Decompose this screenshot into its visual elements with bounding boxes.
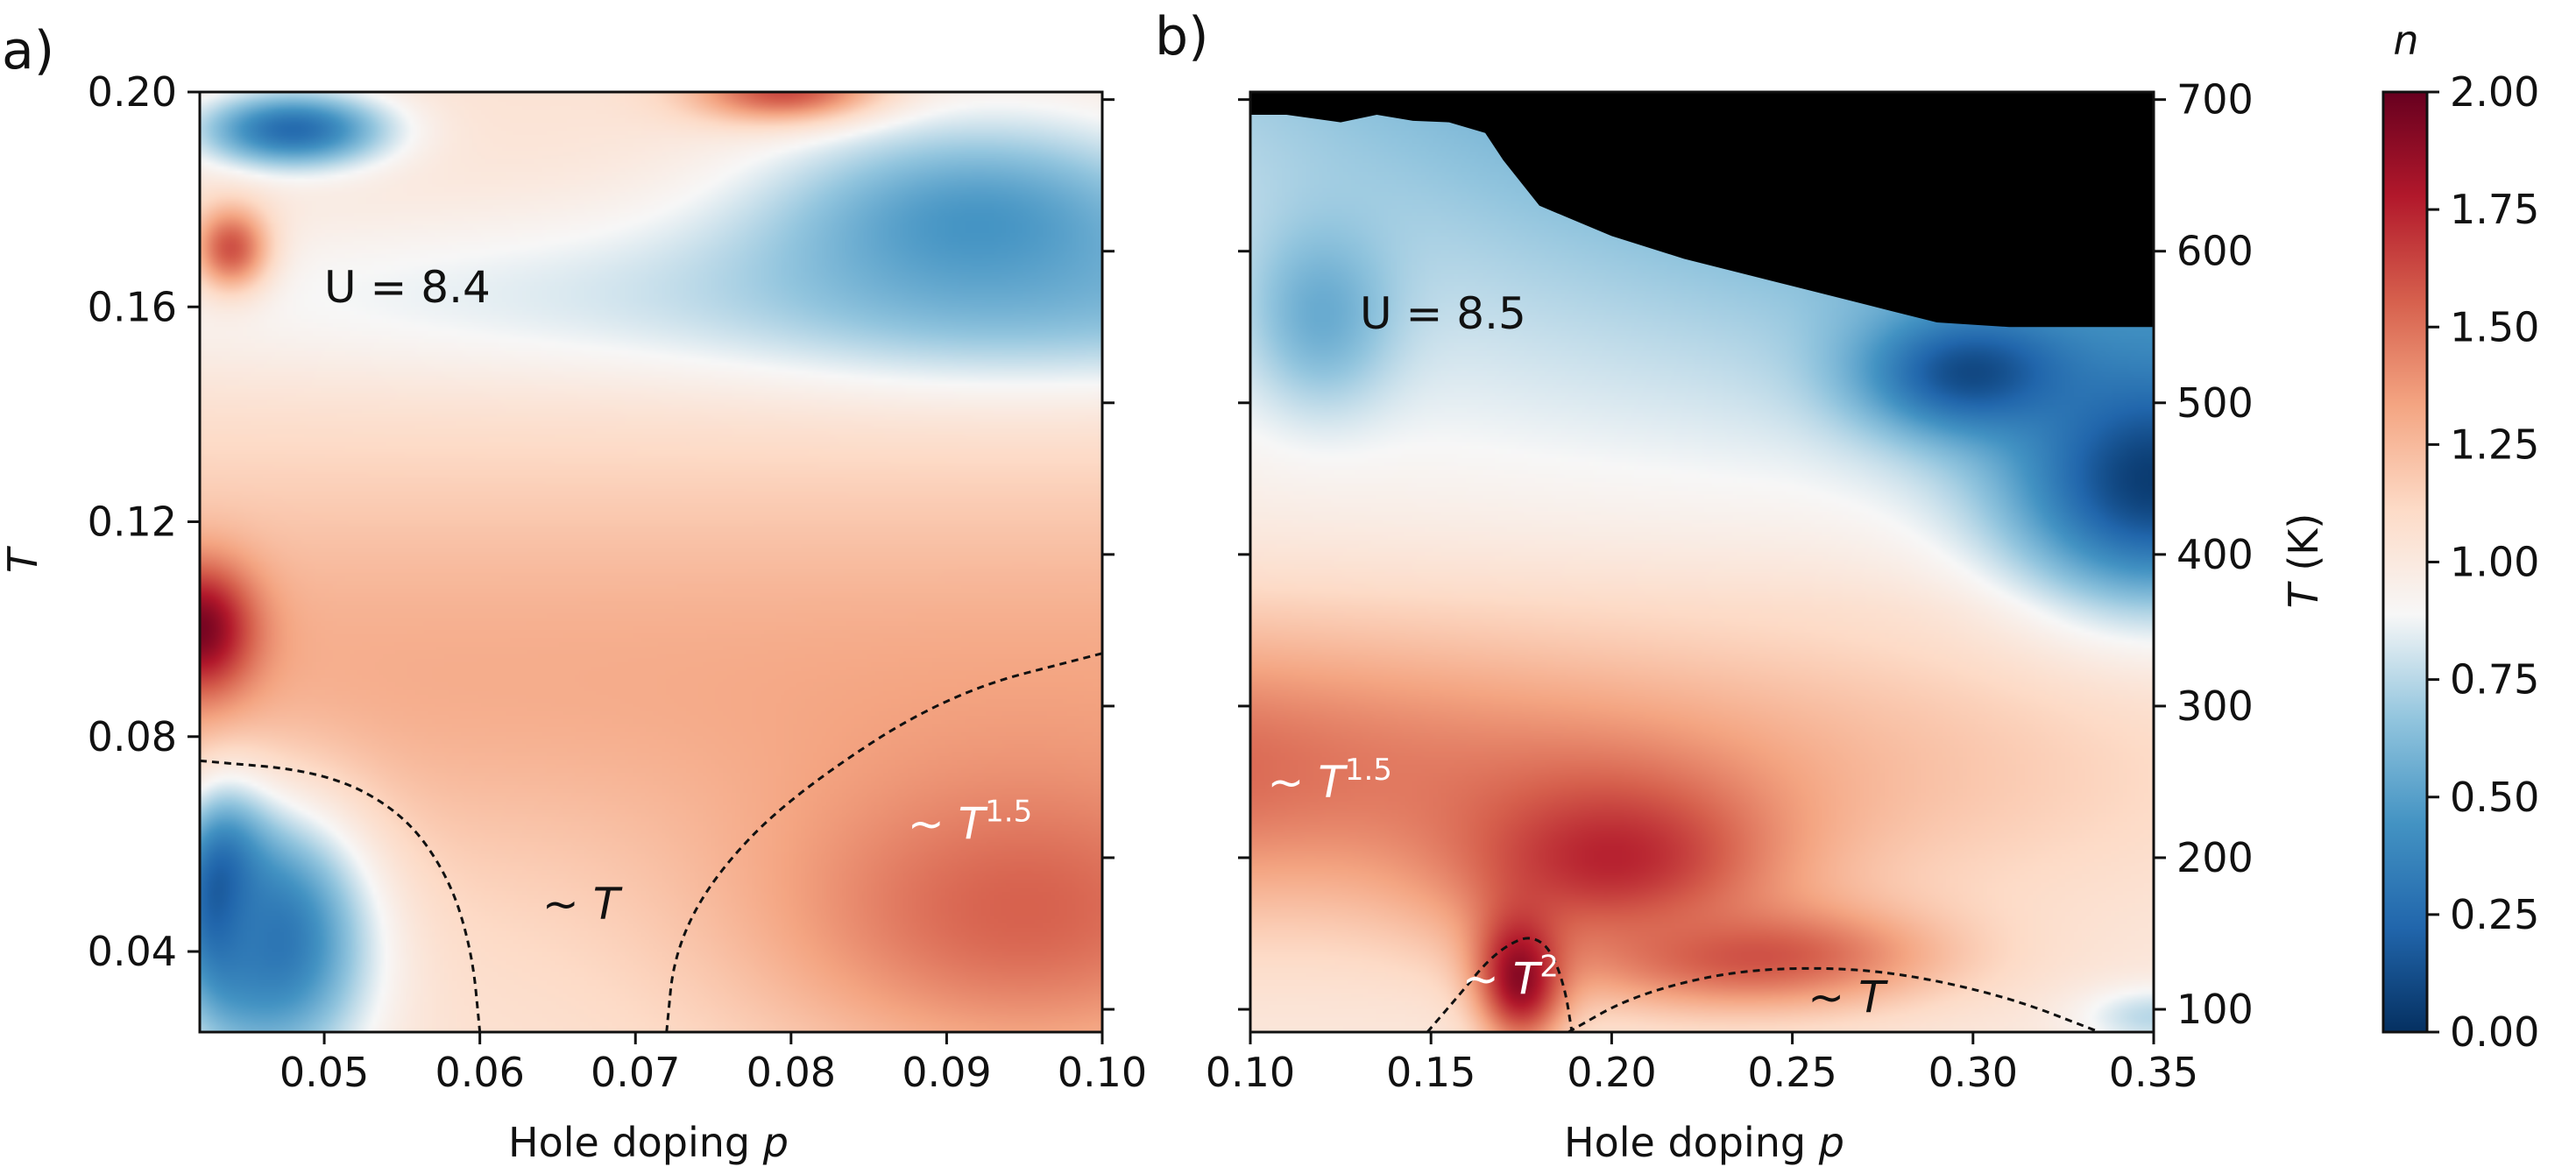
x-tick-label: 0.06 <box>435 1049 524 1096</box>
panel-a-label: a) <box>2 20 54 81</box>
annotation-scaling-2: ~ T <box>1808 972 1888 1023</box>
boundary-curve-0 <box>1426 937 1574 1034</box>
x-tick-label: 0.08 <box>747 1049 836 1096</box>
x-tick-label: 0.09 <box>902 1049 991 1096</box>
y-tick-label-right: 700 <box>2176 76 2254 124</box>
panel-a: a) ~ T~ T1.5 U = 8.4 0.05 0.06 0.07 0.08 0.0… <box>0 20 1147 1166</box>
y-tick-label-right: 300 <box>2176 682 2254 730</box>
panel-b-xlabel: Hole doping p <box>1564 1119 1844 1166</box>
panel-a-frame <box>198 90 1104 1034</box>
annotation-scaling-0: ~ T <box>542 879 623 930</box>
x-tick-label: 0.35 <box>2109 1049 2198 1096</box>
panel-b-frame <box>1249 90 2155 1034</box>
panel-a-xlabel: Hole doping p <box>508 1119 789 1166</box>
panel-a-ticks: 0.05 0.06 0.07 0.08 0.09 0.10 0.04 0.08 0.12 0.16… <box>88 68 1148 1096</box>
panel-a-ylabel: T <box>0 545 46 573</box>
y-tick-label: 0.08 <box>88 713 177 760</box>
x-tick-label: 0.20 <box>1567 1049 1656 1096</box>
x-tick-label: 0.07 <box>591 1049 680 1096</box>
colorbar-tick-label: 0.50 <box>2450 774 2539 821</box>
colorbar-tick-label: 1.25 <box>2450 421 2539 468</box>
colorbar-tick-label: 1.50 <box>2450 303 2539 350</box>
boundary-curve-1 <box>1568 966 2100 1034</box>
boundary-curve-0 <box>199 759 482 1033</box>
panel-b-annotations: ~ T1.5 ~ T2 ~ T <box>1268 753 1889 1023</box>
y-tick-label-right: 200 <box>2176 834 2254 881</box>
y-tick-label-right: 400 <box>2176 531 2254 578</box>
colorbar-label: n <box>2393 17 2418 64</box>
y-tick-label-right: 600 <box>2176 228 2254 275</box>
x-tick-label: 0.05 <box>280 1049 369 1096</box>
y-tick-label: 0.20 <box>88 68 177 116</box>
x-tick-label: 0.30 <box>1928 1049 2018 1096</box>
colorbar-tick-label: 0.00 <box>2450 1008 2539 1056</box>
y-tick-label: 0.04 <box>88 928 177 975</box>
colorbar-tick-label: 0.25 <box>2450 891 2539 938</box>
panel-b-U-label: U = 8.5 <box>1360 288 1526 339</box>
x-tick-label: 0.25 <box>1747 1049 1836 1096</box>
panel-b-label: b) <box>1155 6 1209 67</box>
panel-b-ticks: 0.10 0.15 0.20 0.25 0.30 0.35 100 200 300 400 500 6… <box>1206 76 2254 1096</box>
panel-a-annotations: ~ T ~ T1.5 <box>542 794 1032 930</box>
y-tick-label: 0.12 <box>88 499 177 546</box>
annotation-scaling-0: ~ T1.5 <box>1268 753 1392 808</box>
annotation-scaling-1: ~ T1.5 <box>908 794 1032 849</box>
panel-b-masked-region <box>1250 92 2154 328</box>
y-tick-label-right: 100 <box>2176 986 2254 1033</box>
colorbar-tick-label: 2.00 <box>2450 68 2539 116</box>
colorbar: n 0.00 0.25 0.50 0.75 1.00 1.25 1.50 1.75 2.00 <box>2381 17 2539 1056</box>
colorbar-gradient <box>2383 92 2427 1032</box>
x-tick-label: 0.10 <box>1206 1049 1295 1096</box>
panel-b: b) ~ T1.5 ~ T2 ~ T U = 8.5 0.10 0.15 0.20 0.2… <box>1155 6 2327 1166</box>
panel-a-boundaries <box>199 652 1103 1033</box>
annotation-scaling-1: ~ T2 <box>1462 950 1559 1005</box>
panel-b-ylabel: T (K) <box>2280 513 2327 609</box>
y-tick-label: 0.16 <box>88 283 177 330</box>
x-tick-label: 0.10 <box>1058 1049 1147 1096</box>
x-tick-label: 0.15 <box>1386 1049 1476 1096</box>
panel-b-boundaries <box>1426 937 2100 1034</box>
y-tick-label-right: 500 <box>2176 379 2254 427</box>
panel-a-heatmap <box>200 92 1102 1032</box>
colorbar-tick-label: 1.00 <box>2450 539 2539 586</box>
colorbar-ticks: 0.00 0.25 0.50 0.75 1.00 1.25 1.50 1.75 2.00 <box>2427 68 2539 1056</box>
colorbar-tick-label: 0.75 <box>2450 656 2539 704</box>
panel-a-U-label: U = 8.4 <box>324 262 491 313</box>
colorbar-tick-label: 1.75 <box>2450 186 2539 233</box>
